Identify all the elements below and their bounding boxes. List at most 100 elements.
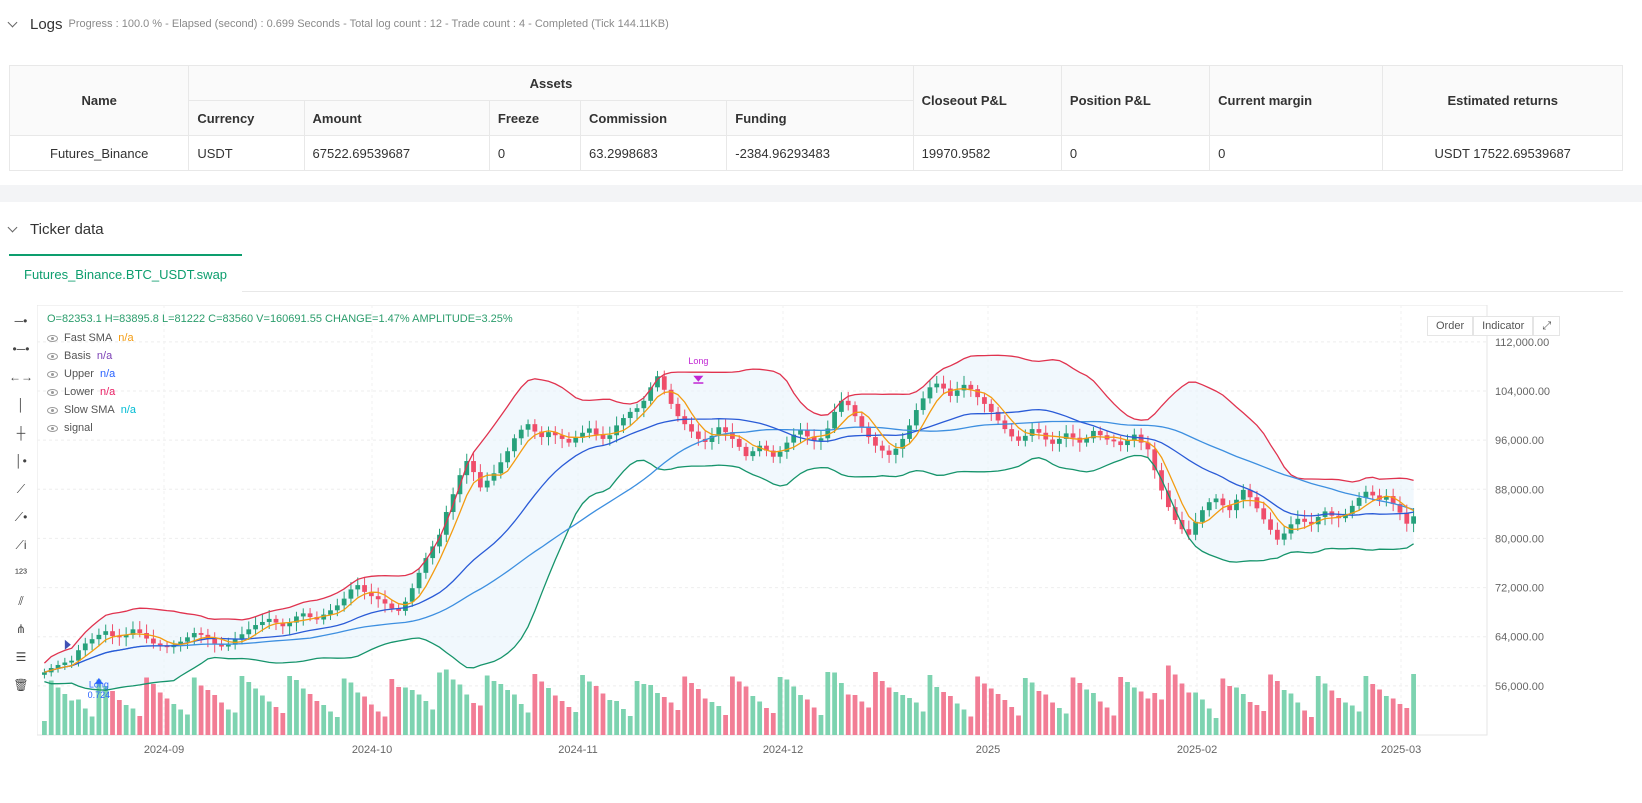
eye-icon[interactable] xyxy=(47,352,58,360)
chevron-down-icon[interactable] xyxy=(8,19,18,29)
cross-line-icon[interactable]: ┼ xyxy=(16,426,26,440)
long-arrow-icon xyxy=(94,677,103,684)
volume-bar xyxy=(811,707,817,735)
vertical-line-icon[interactable]: │ xyxy=(17,398,25,412)
eye-icon[interactable] xyxy=(47,334,58,342)
eye-icon[interactable] xyxy=(47,424,58,432)
order-button[interactable]: Order xyxy=(1427,316,1474,336)
candle-body xyxy=(907,425,912,439)
volume-bar xyxy=(934,687,940,735)
legend-item-lower[interactable]: Lower n/a xyxy=(47,383,513,401)
col-closeout: Closeout P&L xyxy=(912,65,1062,136)
candle-body xyxy=(219,643,224,647)
trash-icon[interactable]: 🗑 xyxy=(13,678,29,692)
pitchfork-icon[interactable]: ⋔ xyxy=(15,622,27,636)
logs-header[interactable]: Logs Progress : 100.0 % - Elapsed (secon… xyxy=(0,11,1642,37)
candle-body xyxy=(307,613,313,618)
col-funding: Funding xyxy=(726,100,914,136)
col-position: Position P&L xyxy=(1060,65,1211,136)
legend-label: Lower xyxy=(64,386,94,398)
legend-item-slow-sma[interactable]: Slow SMA n/a xyxy=(47,401,513,419)
volume-bar xyxy=(695,689,701,735)
volume-bar xyxy=(246,682,252,735)
candle-body xyxy=(42,672,47,675)
price-label-icon[interactable]: ¹²³ xyxy=(15,566,27,580)
legend-item-fast-sma[interactable]: Fast SMA n/a xyxy=(47,329,513,347)
volume-bar xyxy=(1193,692,1198,735)
volume-bar xyxy=(1343,702,1348,735)
candle-body xyxy=(1050,439,1055,444)
tab-btc-usdt-swap[interactable]: Futures_Binance.BTC_USDT.swap xyxy=(9,254,243,292)
volume-bar xyxy=(682,676,688,735)
section-divider xyxy=(0,185,1642,202)
volume-bar xyxy=(1125,682,1130,735)
candle-body xyxy=(1370,491,1376,496)
volume-bar xyxy=(253,688,258,735)
fib-icon[interactable]: ☰ xyxy=(15,650,27,664)
candle-body xyxy=(178,641,184,645)
candle-body xyxy=(552,432,558,436)
horizontal-line-icon[interactable]: ─• xyxy=(14,314,28,328)
candle-body xyxy=(1206,502,1212,511)
volume-bar xyxy=(225,709,231,735)
candle-body xyxy=(260,621,265,626)
parallel-channel-icon[interactable]: ⫽ xyxy=(18,593,24,608)
cell-closeout: 19970.9582 xyxy=(912,135,1062,171)
vertical-ray-icon[interactable]: │• xyxy=(15,454,27,468)
volume-bar xyxy=(1186,692,1192,735)
candle-body xyxy=(375,596,381,600)
legend-value: n/a xyxy=(99,368,116,380)
eye-icon[interactable] xyxy=(47,406,58,414)
indicator-button[interactable]: Indicator xyxy=(1473,316,1534,336)
candle-body xyxy=(498,462,504,474)
chart-canvas[interactable]: 56,000.00 64,000.00 72,000.00 80,000.00 88,0… xyxy=(37,305,1557,795)
volume-bar xyxy=(770,713,776,735)
volume-bar xyxy=(1206,708,1212,735)
candle-body xyxy=(89,639,95,644)
volume-bar xyxy=(920,711,926,735)
candle-body xyxy=(151,638,156,644)
legend-label: Slow SMA xyxy=(64,404,115,416)
candle-body xyxy=(1172,507,1178,520)
info-line-icon[interactable]: ⟋i xyxy=(15,537,27,552)
volume-bar xyxy=(1022,678,1028,735)
candle-body xyxy=(675,403,681,417)
candle-body xyxy=(614,425,619,436)
volume-bar xyxy=(1009,707,1015,735)
legend-item-upper[interactable]: Upper n/a xyxy=(47,365,513,383)
candle-body xyxy=(96,634,102,640)
candle-body xyxy=(988,403,994,412)
fullscreen-button[interactable]: ⤢ xyxy=(1533,316,1561,336)
ticker-header[interactable]: Ticker data xyxy=(0,216,1642,242)
x-tick-label: 2025-03 xyxy=(1381,744,1421,756)
volume-bar xyxy=(689,683,694,735)
candle-body xyxy=(55,664,61,669)
volume-bar xyxy=(1240,694,1246,735)
candle-body xyxy=(225,644,231,647)
volume-bar xyxy=(1029,682,1035,735)
legend-item-signal[interactable]: signal xyxy=(47,419,513,437)
y-tick-label: 88,000.00 xyxy=(1495,484,1544,496)
candle-body xyxy=(1397,504,1403,513)
volume-bar xyxy=(89,716,95,735)
legend-item-basis[interactable]: Basis n/a xyxy=(47,347,513,365)
chevron-down-icon[interactable] xyxy=(8,224,18,234)
trend-angle-icon[interactable]: ⟋• xyxy=(14,509,28,524)
trend-line-icon[interactable]: ⟋ xyxy=(16,481,26,496)
candle-body xyxy=(1220,498,1226,506)
logs-status: Progress : 100.0 % - Elapsed (second) : … xyxy=(68,18,669,30)
candle-body xyxy=(430,546,436,559)
volume-bar xyxy=(1377,689,1382,735)
price-chart[interactable]: 56,000.00 64,000.00 72,000.00 80,000.00 88,0… xyxy=(37,305,1557,795)
volume-bar xyxy=(1070,677,1076,735)
candle-body xyxy=(1022,435,1028,441)
volume-bar xyxy=(539,681,545,735)
ray-icon[interactable]: •─• xyxy=(12,342,30,356)
eye-icon[interactable] xyxy=(47,388,58,396)
col-margin: Current margin xyxy=(1209,65,1384,136)
candle-body xyxy=(341,598,347,606)
eye-icon[interactable] xyxy=(47,370,58,378)
volume-bar xyxy=(48,680,54,735)
candle-body xyxy=(593,428,599,435)
extended-line-icon[interactable]: ←→ xyxy=(9,370,33,384)
